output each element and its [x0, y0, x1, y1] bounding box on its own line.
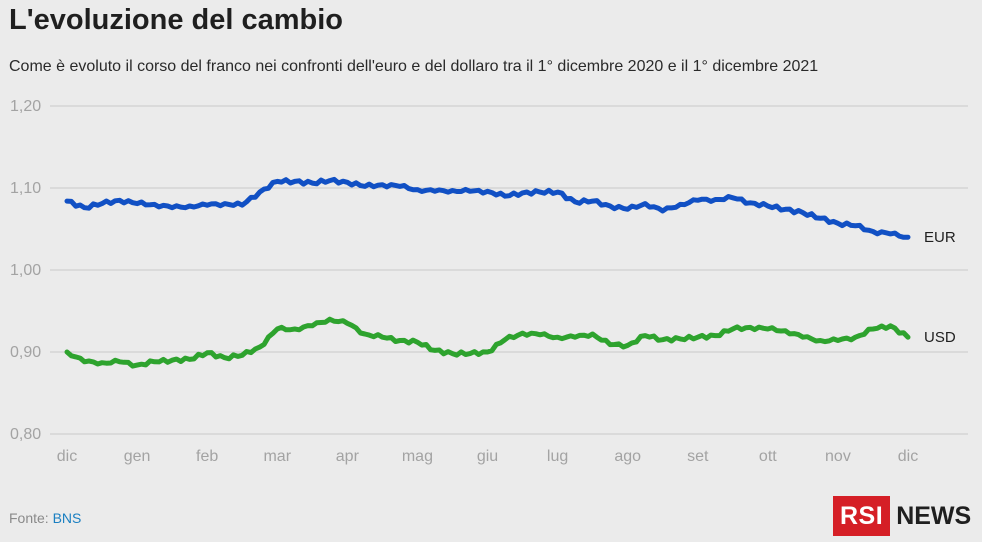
x-axis: dic gen feb mar apr mag giu lug ago set ott nov dic	[57, 448, 918, 465]
series-labels: EUR USD	[924, 229, 956, 346]
y-tick-label: 0,80	[10, 426, 41, 443]
source-prefix: Fonte:	[9, 510, 53, 526]
chart-subtitle: Come è evoluto il corso del franco nei c…	[9, 58, 819, 75]
x-tick-label: dic	[898, 448, 918, 465]
x-tick-label: lug	[547, 448, 568, 465]
x-tick-label: dic	[57, 448, 77, 465]
series-line-usd	[64, 316, 911, 369]
source-link[interactable]: BNS	[52, 510, 82, 526]
x-tick-label: nov	[825, 448, 851, 465]
rsi-news-logo: RSI NEWS	[833, 496, 971, 536]
x-tick-label: mag	[402, 448, 433, 465]
y-tick-label: 1,20	[10, 98, 41, 115]
x-tick-label: set	[687, 448, 709, 465]
series-lines	[64, 176, 911, 369]
series-line-eur	[64, 176, 911, 240]
x-tick-label: ott	[759, 448, 777, 465]
gridlines	[50, 105, 968, 435]
y-tick-label: 1,00	[10, 262, 41, 279]
logo-brand: RSI	[833, 496, 891, 536]
source-note: Fonte: BNS	[9, 510, 81, 526]
logo-product: NEWS	[896, 502, 972, 530]
x-tick-label: gen	[124, 448, 151, 465]
chart-title: L'evoluzione del cambio	[9, 4, 344, 36]
series-label-eur: EUR	[924, 229, 956, 246]
x-tick-label: feb	[196, 448, 218, 465]
y-tick-label: 1,10	[10, 180, 41, 197]
y-tick-label: 0,90	[10, 344, 41, 361]
x-tick-label: mar	[263, 448, 291, 465]
y-axis: 0,80 0,90 1,00 1,10 1,20	[10, 98, 41, 443]
x-tick-label: apr	[336, 448, 360, 465]
series-label-usd: USD	[924, 329, 956, 346]
x-tick-label: ago	[614, 448, 641, 465]
x-tick-label: giu	[477, 448, 498, 465]
